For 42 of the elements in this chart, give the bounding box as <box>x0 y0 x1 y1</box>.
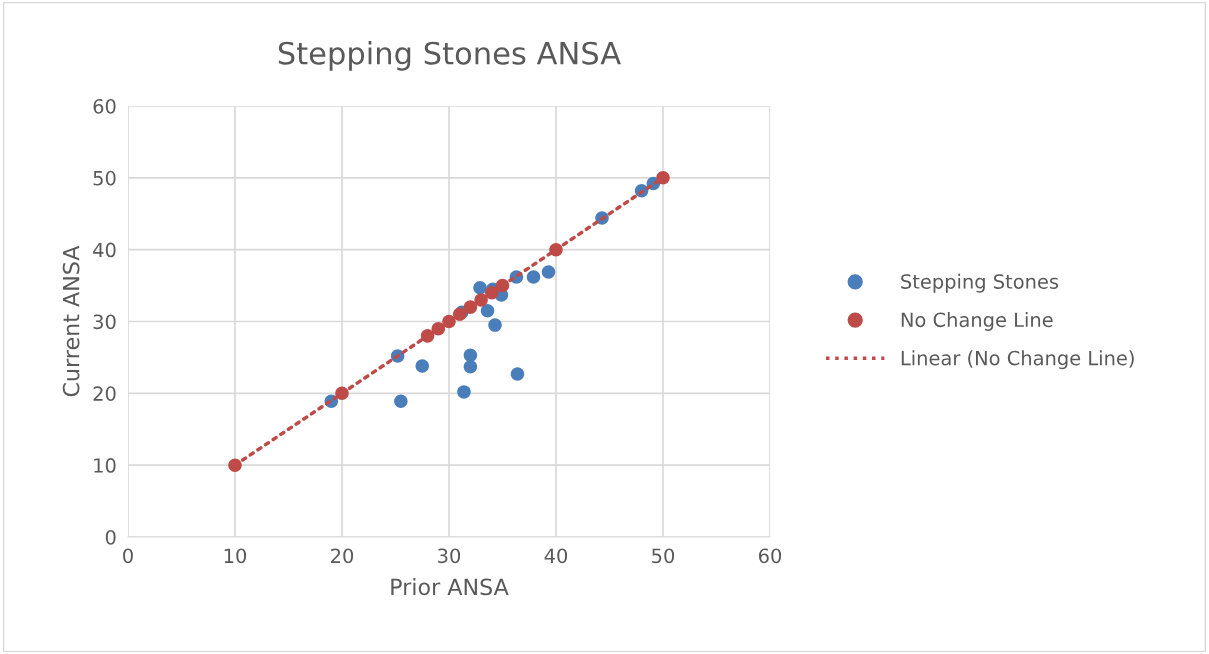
point <box>495 278 510 293</box>
point <box>394 394 408 408</box>
y-tick-label: 50 <box>93 170 116 186</box>
point <box>431 321 446 336</box>
point <box>463 359 478 374</box>
x-tick-label: 30 <box>438 548 461 564</box>
y-tick-label: 40 <box>93 242 116 258</box>
point <box>228 458 242 472</box>
point <box>442 314 456 329</box>
point <box>457 385 471 399</box>
chart-title: Stepping Stones ANSA <box>278 41 621 71</box>
x-axis-title: Prior ANSA <box>391 578 509 596</box>
point <box>415 359 430 373</box>
x-tick-label: 10 <box>224 548 247 564</box>
legend-label: Linear (No Change Line) <box>901 350 1134 370</box>
x-tick-label: 50 <box>652 548 675 564</box>
point <box>335 386 349 401</box>
point <box>485 286 499 300</box>
point <box>480 303 495 318</box>
point <box>420 329 435 343</box>
y-tick-label: 20 <box>93 386 116 401</box>
x-tick-label: 40 <box>544 548 568 564</box>
x-tick-label: 20 <box>331 548 354 564</box>
y-tick-label: 60 <box>93 98 116 114</box>
point <box>541 265 556 279</box>
point <box>510 367 525 381</box>
y-tick-label: 0 <box>105 529 116 545</box>
point <box>526 270 541 284</box>
point <box>474 293 488 307</box>
x-tick-label: 60 <box>758 548 782 564</box>
point <box>473 280 487 295</box>
y-tick-label: 30 <box>93 314 116 330</box>
point <box>656 171 670 185</box>
y-tick-label: 10 <box>94 458 116 473</box>
point <box>463 348 478 363</box>
x-tick-label: 0 <box>123 548 133 564</box>
point <box>488 318 502 332</box>
point <box>549 242 563 257</box>
y-axis-title: Current ANSA <box>62 245 80 397</box>
legend-label: Stepping Stones <box>901 273 1059 293</box>
point <box>463 300 478 314</box>
legend-label: No Change Line <box>901 312 1053 331</box>
